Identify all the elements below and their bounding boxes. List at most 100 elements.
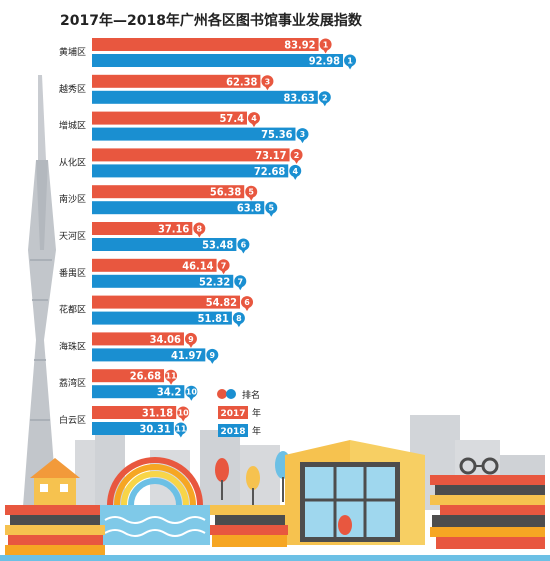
rank-badge-tail — [244, 306, 251, 312]
rank-badge — [261, 75, 274, 88]
rank-label: 6 — [244, 298, 250, 307]
bar-2017 — [92, 406, 177, 419]
rank-label: 5 — [248, 188, 254, 197]
bar-2018 — [92, 201, 265, 215]
value-label: 72.68 — [254, 165, 285, 178]
value-label: 56.38 — [210, 186, 241, 199]
bar-2017 — [92, 185, 245, 199]
value-label: 83.92 — [284, 39, 315, 52]
rank-label: 1 — [323, 41, 329, 50]
rank-badge — [245, 185, 258, 198]
category-label: 增城区 — [59, 120, 86, 132]
rank-badge — [247, 112, 260, 125]
rank-badge-tail — [187, 342, 194, 348]
category-label: 海珠区 — [59, 340, 86, 352]
rank-badge-tail — [235, 322, 242, 328]
bar-2018 — [92, 422, 174, 435]
bar-2018 — [92, 164, 289, 178]
rank-badge-tail — [196, 232, 203, 238]
bar-2018 — [92, 127, 296, 141]
bar-2017 — [92, 295, 241, 309]
rank-badge-tail — [321, 101, 328, 107]
rank-legend-icon — [226, 389, 236, 399]
rank-badge — [174, 422, 187, 435]
value-label: 75.36 — [261, 128, 292, 141]
legend: 排名 2017 年 2018 年 — [217, 389, 261, 437]
rank-label: 3 — [300, 130, 306, 139]
value-label: 30.31 — [140, 423, 171, 436]
bar-2017 — [92, 222, 193, 235]
rank-label: 1 — [347, 57, 353, 66]
category-label: 番禺区 — [59, 267, 86, 279]
bar-2018 — [92, 54, 344, 67]
rank-badge — [184, 332, 197, 345]
value-label: 73.17 — [255, 149, 286, 162]
rank-label: 3 — [265, 77, 271, 86]
rank-badge — [185, 385, 198, 398]
rank-badge-tail — [250, 122, 257, 128]
legend-year: 2018 — [220, 427, 245, 437]
category-label: 南沙区 — [59, 193, 86, 205]
rank-label: 11 — [175, 425, 187, 434]
rank-badge-tail — [168, 379, 175, 385]
chart-title: 2017年—2018年广州各区图书馆事业发展指数 — [60, 12, 363, 29]
legend-year: 2017 — [220, 409, 245, 419]
bar-2017 — [92, 369, 165, 383]
rank-badge-tail — [322, 48, 329, 54]
value-label: 41.97 — [171, 349, 202, 362]
rank-label: 8 — [197, 225, 203, 234]
rank-badge-tail — [209, 358, 216, 364]
value-label: 31.18 — [142, 407, 173, 420]
rank-badge — [290, 148, 303, 161]
bar-2018 — [92, 311, 232, 325]
category-label: 荔湾区 — [59, 377, 86, 389]
rank-badge-tail — [293, 158, 300, 164]
rank-label: 6 — [241, 241, 247, 250]
value-label: 46.14 — [182, 259, 213, 272]
bar-2018 — [92, 385, 185, 399]
rank-badge — [232, 312, 245, 325]
value-label: 53.48 — [202, 239, 233, 252]
rank-label: 2 — [322, 93, 328, 102]
rank-badge — [217, 259, 230, 272]
rank-badge — [289, 164, 302, 177]
legend-suffix: 年 — [252, 407, 261, 419]
value-label: 92.98 — [309, 55, 340, 68]
rank-badge-tail — [264, 85, 271, 91]
rank-badge — [319, 38, 332, 51]
value-label: 26.68 — [130, 370, 161, 383]
bar-2017 — [92, 38, 319, 51]
bar-2017 — [92, 74, 261, 88]
value-label: 83.63 — [283, 91, 314, 104]
rank-label: 8 — [236, 314, 242, 323]
legend-suffix: 年 — [252, 425, 261, 437]
rank-label: 5 — [268, 204, 274, 213]
rank-badge — [234, 275, 247, 288]
rank-badge-tail — [220, 269, 227, 275]
rank-badge-tail — [177, 432, 184, 438]
rank-label: 4 — [251, 114, 257, 123]
bar-2017 — [92, 148, 290, 162]
rank-badge — [241, 296, 254, 309]
rank-badge-tail — [292, 174, 299, 180]
rank-label: 10 — [186, 388, 198, 397]
rank-badge — [193, 222, 206, 235]
rank-label: 7 — [237, 277, 243, 286]
rank-badge — [318, 91, 331, 104]
rank-label: 9 — [188, 335, 194, 344]
value-label: 63.8 — [237, 202, 262, 215]
category-label: 白云区 — [59, 414, 86, 426]
rank-label: 10 — [178, 409, 190, 418]
value-label: 37.16 — [158, 223, 189, 236]
bar-2017 — [92, 111, 247, 125]
value-label: 34.06 — [150, 333, 181, 346]
bar-2017 — [92, 258, 217, 272]
legend-swatch — [218, 406, 248, 419]
rank-badge — [265, 201, 278, 214]
rank-badge — [177, 406, 190, 419]
rank-badge-tail — [240, 248, 247, 254]
category-label: 花都区 — [59, 304, 86, 316]
